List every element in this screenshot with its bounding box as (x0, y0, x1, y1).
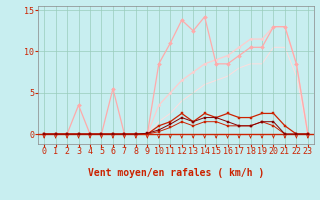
X-axis label: Vent moyen/en rafales ( km/h ): Vent moyen/en rafales ( km/h ) (88, 168, 264, 178)
